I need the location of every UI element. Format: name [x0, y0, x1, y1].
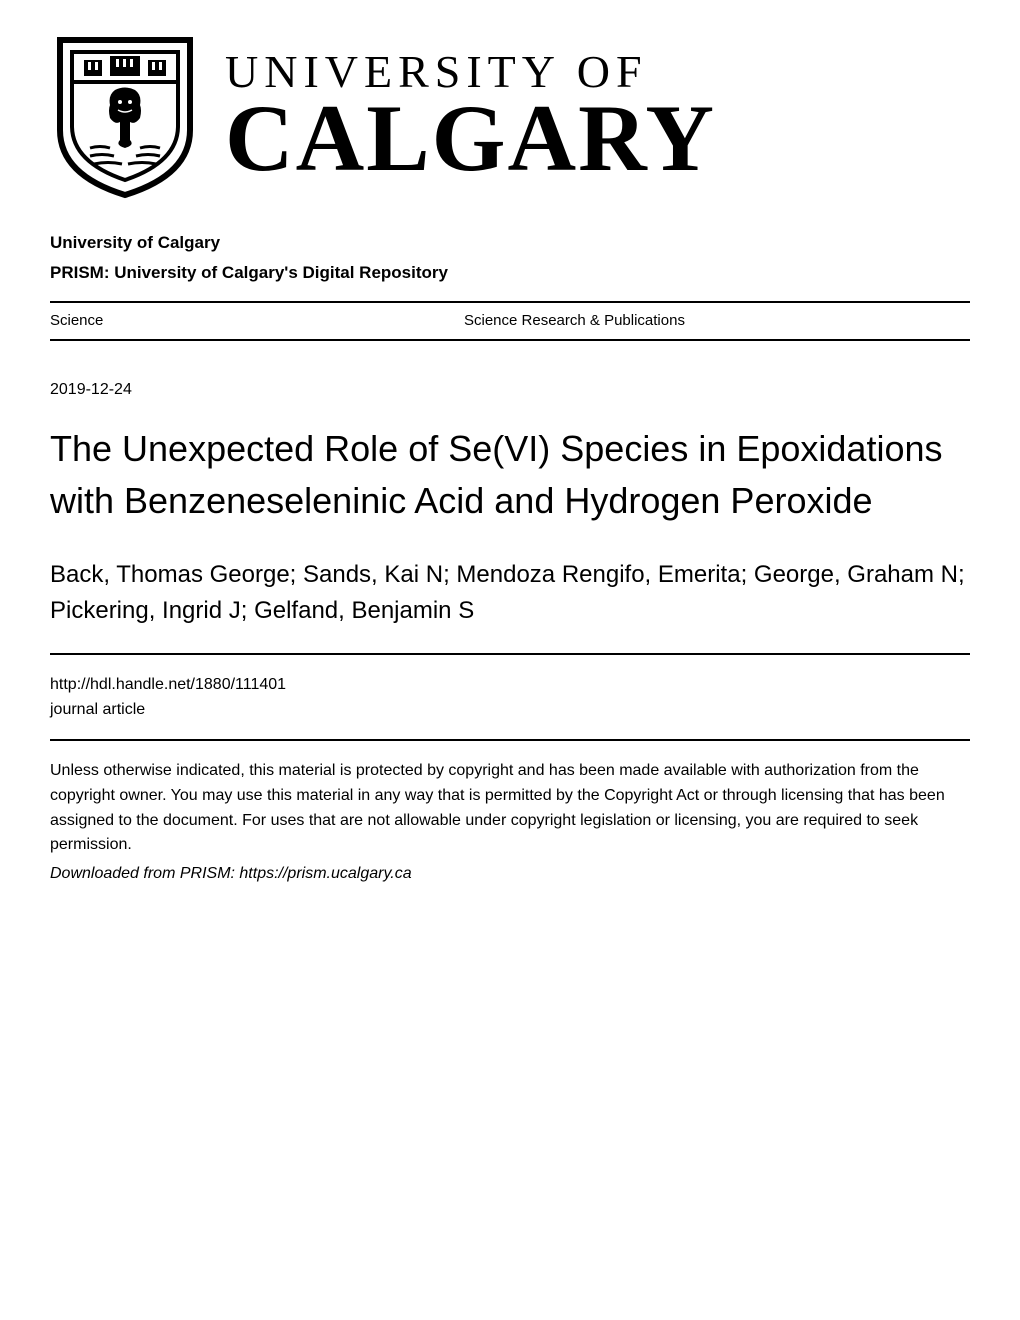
university-crest-icon: [50, 30, 200, 205]
subcollection-name: Science Research & Publications: [464, 312, 970, 329]
logo-line-2: CALGARY: [225, 91, 716, 186]
article-title: The Unexpected Role of Se(VI) Species in…: [50, 423, 970, 527]
copyright-text: Unless otherwise indicated, this materia…: [50, 759, 970, 858]
identifier-block: http://hdl.handle.net/1880/111401 journa…: [50, 655, 970, 739]
institution-block: University of Calgary PRISM: University …: [50, 233, 970, 283]
collection-name: Science: [50, 312, 464, 329]
institution-name: University of Calgary: [50, 233, 970, 253]
publication-date: 2019-12-24: [50, 381, 970, 399]
copyright-block: Unless otherwise indicated, this materia…: [50, 741, 970, 887]
university-wordmark: UNIVERSITY OF CALGARY: [225, 49, 716, 186]
download-source-note: Downloaded from PRISM: https://prism.uca…: [50, 862, 970, 887]
repository-name: PRISM: University of Calgary's Digital R…: [50, 263, 970, 283]
item-type: journal article: [50, 698, 970, 723]
handle-url: http://hdl.handle.net/1880/111401: [50, 673, 970, 698]
article-authors: Back, Thomas George; Sands, Kai N; Mendo…: [50, 557, 970, 629]
repository-cover-page: UNIVERSITY OF CALGARY University of Calg…: [0, 0, 1020, 1320]
university-logo-block: UNIVERSITY OF CALGARY: [50, 30, 970, 205]
collection-meta-row: Science Science Research & Publications: [50, 303, 970, 339]
divider-line: [50, 339, 970, 341]
